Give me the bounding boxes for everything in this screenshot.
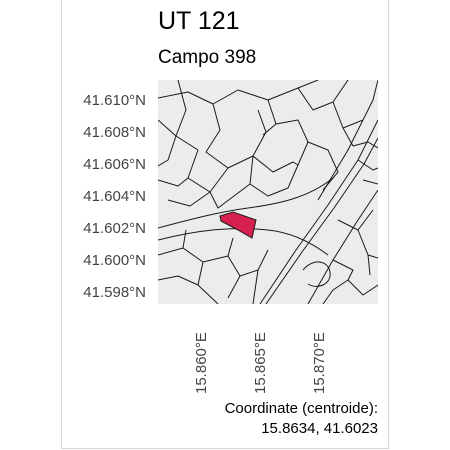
lat-tick-label: 41.598°N: [83, 284, 146, 301]
lat-tick-label: 41.602°N: [83, 220, 146, 237]
lat-tick-label: 41.606°N: [83, 156, 146, 173]
lat-tick-label: 41.600°N: [83, 252, 146, 269]
lon-tick-label: 15.860°E: [193, 332, 210, 394]
lon-tick-label: 15.865°E: [252, 332, 269, 394]
lon-tick-label: 15.870°E: [311, 332, 328, 394]
centroid-label: Coordinate (centroide):: [224, 400, 378, 417]
map-background: [158, 80, 378, 304]
lat-tick-label: 41.604°N: [83, 188, 146, 205]
map-title: UT 121: [158, 7, 240, 35]
parcel-map[interactable]: [158, 80, 378, 304]
lat-tick-label: 41.610°N: [83, 92, 146, 109]
highlighted-parcel: [219, 211, 257, 239]
lat-tick-label: 41.608°N: [83, 124, 146, 141]
centroid-value: 15.8634, 41.6023: [261, 420, 378, 437]
map-subtitle: Campo 398: [158, 47, 257, 68]
